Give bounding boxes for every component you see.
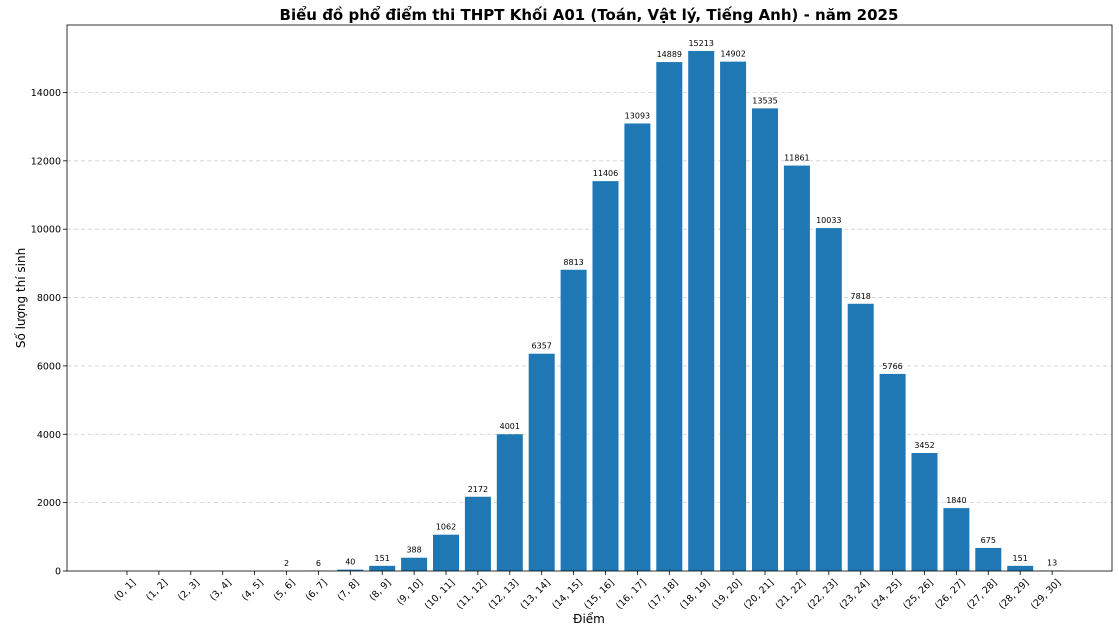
- x-tick-label: (21, 22]: [774, 577, 808, 611]
- bars: [273, 51, 1066, 572]
- data-label: 13535: [752, 96, 777, 105]
- x-tick-label: (6, 7]: [304, 577, 330, 603]
- y-axis: 0 2000 4000 6000 8000 10000 12000 14000: [31, 88, 67, 578]
- data-label: 151: [375, 554, 390, 563]
- y-tick-label: 4000: [37, 430, 61, 441]
- data-label: 14902: [720, 50, 745, 59]
- bar: [688, 51, 715, 571]
- bar: [1007, 565, 1034, 571]
- bar: [496, 434, 523, 571]
- bar: [656, 62, 683, 572]
- bar: [401, 557, 428, 571]
- bar: [879, 373, 906, 571]
- data-label: 10033: [816, 216, 841, 225]
- bar: [337, 569, 364, 571]
- x-tick-label: (28, 29]: [997, 577, 1031, 611]
- x-tick-label: (12, 13]: [487, 577, 521, 611]
- bar: [464, 496, 491, 571]
- x-tick-label: (2, 3]: [176, 577, 202, 603]
- y-tick-label: 8000: [37, 293, 61, 304]
- data-label: 675: [981, 536, 996, 545]
- grid-lines: [67, 92, 1112, 504]
- x-tick-label: (10, 11]: [423, 577, 457, 611]
- data-label: 151: [1013, 554, 1028, 563]
- bar: [752, 108, 778, 572]
- bar: [592, 181, 619, 571]
- data-label: 3452: [914, 441, 934, 450]
- y-tick-label: 10000: [31, 225, 61, 236]
- x-tick-label: (17, 18]: [646, 577, 680, 611]
- bar: [815, 228, 842, 572]
- x-tick-label: (29, 30]: [1029, 577, 1063, 611]
- x-tick-label: (15, 16]: [582, 577, 616, 611]
- x-tick-label: (16, 17]: [614, 577, 648, 611]
- y-tick-label: 12000: [31, 156, 61, 167]
- bar: [847, 303, 874, 571]
- data-labels: 2 6 40 151 388 1062 2172 4001 6357 8813 11406 13093…: [284, 39, 1057, 568]
- data-label: 15213: [688, 39, 713, 48]
- x-tick-label: (1, 2]: [144, 577, 170, 603]
- x-tick-label: (5, 6]: [272, 577, 298, 603]
- x-tick-label: (14, 15]: [550, 577, 584, 611]
- y-tick-label: 14000: [31, 88, 61, 99]
- data-label: 13: [1047, 559, 1057, 568]
- data-label: 388: [406, 546, 421, 555]
- x-tick-label: (20, 21]: [742, 577, 776, 611]
- x-tick-label: (0, 1]: [112, 577, 138, 603]
- x-axis: (0, 1] (1, 2] (2, 3] (3, 4] (4, 5] (5, 6] (6, …: [112, 571, 1063, 612]
- x-tick-label: (11, 12]: [455, 577, 489, 611]
- x-tick-label: (19, 20]: [710, 577, 744, 611]
- x-tick-label: (23, 24]: [837, 577, 871, 611]
- data-label: 8813: [563, 258, 583, 267]
- bar: [911, 453, 938, 571]
- bar: [720, 61, 747, 572]
- data-label: 4001: [500, 422, 520, 431]
- bar: [369, 565, 396, 571]
- x-tick-label: (27, 28]: [965, 577, 999, 611]
- data-label: 2: [284, 559, 289, 568]
- x-tick-label: (22, 23]: [806, 577, 840, 611]
- x-axis-label: Điểm: [573, 612, 605, 626]
- y-axis-label: Số lượng thí sinh: [14, 248, 28, 348]
- data-label: 7818: [851, 292, 871, 301]
- x-tick-label: (25, 26]: [901, 577, 935, 611]
- data-label: 11406: [593, 169, 618, 178]
- plot-frame: [66, 24, 1113, 572]
- x-tick-label: (26, 27]: [933, 577, 967, 611]
- bar: [624, 123, 651, 571]
- data-label: 2172: [468, 485, 488, 494]
- bar: [783, 165, 810, 571]
- data-label: 11861: [784, 154, 809, 163]
- x-tick-label: (24, 25]: [869, 577, 903, 611]
- data-label: 6: [316, 559, 321, 568]
- data-label: 14889: [657, 50, 682, 59]
- x-tick-label: (7, 8]: [336, 577, 362, 603]
- x-tick-label: (9, 10]: [395, 577, 425, 607]
- data-label: 13093: [625, 111, 650, 120]
- y-tick-label: 2000: [37, 498, 61, 509]
- y-tick-label: 0: [55, 567, 61, 578]
- chart-title: Biểu đồ phổ điểm thi THPT Khối A01 (Toán…: [280, 5, 899, 24]
- x-tick-label: (4, 5]: [240, 577, 266, 603]
- y-tick-label: 6000: [37, 361, 61, 372]
- data-label: 1840: [946, 496, 966, 505]
- x-tick-label: (8, 9]: [367, 577, 393, 603]
- data-label: 1062: [436, 523, 456, 532]
- x-tick-label: (18, 19]: [678, 577, 712, 611]
- x-tick-label: (3, 4]: [208, 577, 234, 603]
- data-label: 6357: [532, 342, 552, 351]
- bar: [433, 534, 459, 571]
- data-label: 40: [345, 558, 355, 567]
- x-tick-label: (13, 14]: [518, 577, 552, 611]
- bar: [943, 508, 970, 571]
- data-label: 5766: [882, 362, 902, 371]
- bar: [560, 269, 587, 571]
- bar: [528, 353, 555, 571]
- bar: [975, 547, 1002, 571]
